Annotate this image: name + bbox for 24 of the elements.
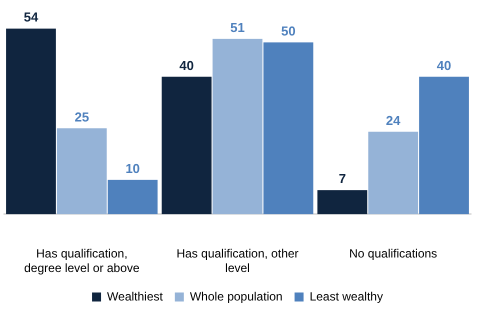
legend-label: Whole population [190, 289, 283, 304]
data-label: 54 [24, 10, 39, 25]
data-label: 40 [436, 58, 452, 73]
legend-label: Wealthiest [107, 289, 164, 304]
bar [212, 38, 262, 214]
data-label: 51 [230, 20, 245, 36]
data-label: 40 [179, 58, 194, 73]
x-tick-label: Has qualification, other level [176, 246, 299, 276]
data-label: 50 [281, 23, 296, 38]
x-tick-label: Has qualification, degree level or above [24, 246, 140, 276]
bar [162, 76, 212, 214]
bar [56, 128, 107, 214]
bar [108, 180, 158, 214]
bar [6, 28, 56, 214]
legend-label: Least wealthy [310, 289, 383, 304]
bar [368, 132, 418, 214]
data-label: 10 [125, 160, 140, 176]
data-label: 24 [386, 112, 402, 128]
data-label: 7 [338, 171, 346, 186]
data-label: 25 [74, 109, 90, 124]
bar [419, 76, 469, 214]
bar [317, 190, 368, 214]
x-tick-label: No qualifications [349, 246, 438, 261]
bar [263, 42, 314, 214]
